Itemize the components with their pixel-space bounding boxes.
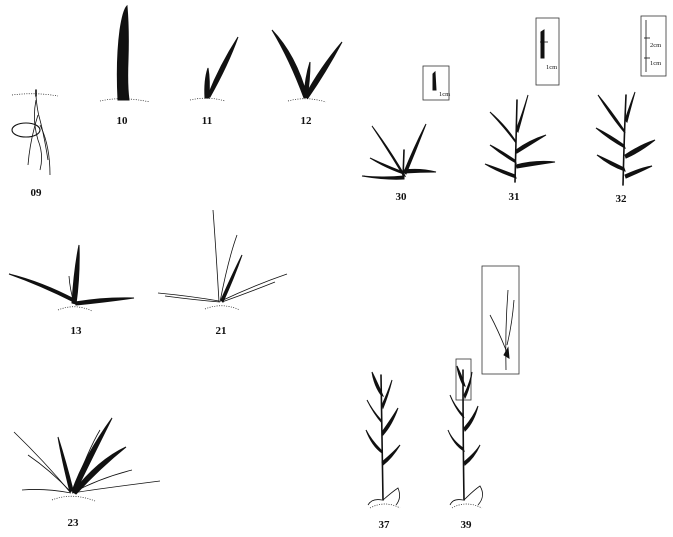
stage-label-09: 09 <box>31 187 43 199</box>
stage-label-32: 32 <box>616 193 628 205</box>
inset-scale-31: 1cm <box>546 64 557 71</box>
stage-label-30: 30 <box>396 191 408 203</box>
stage-label-11: 11 <box>202 115 212 127</box>
stage-label-39: 39 <box>461 519 473 531</box>
plant-stage-37 <box>365 371 401 509</box>
plant-stage-13 <box>8 244 135 312</box>
inset-box-32 <box>640 15 667 77</box>
inset-box-31 <box>535 17 560 86</box>
inset-scale-32b: 1cm <box>650 60 661 67</box>
inset-box-30 <box>422 65 450 101</box>
plant-stage-10 <box>99 4 151 103</box>
stage-label-23: 23 <box>68 517 80 529</box>
plant-stage-09 <box>11 89 59 176</box>
inset-scale-32a: 2cm <box>650 42 661 49</box>
stage-label-10: 10 <box>117 115 129 127</box>
stage-label-37: 37 <box>379 519 391 531</box>
plant-stage-31: 1cm <box>484 17 560 183</box>
plant-stage-11 <box>189 36 239 102</box>
plant-stage-12 <box>271 29 343 103</box>
stage-label-31: 31 <box>509 191 520 203</box>
plant-stage-21 <box>157 209 288 311</box>
plant-stage-39 <box>447 265 520 509</box>
plant-stage-23 <box>13 417 161 502</box>
plant-stage-32: 2cm 1cm <box>595 15 667 186</box>
stage-label-12: 12 <box>301 115 313 127</box>
inset-scale-30: 1cm <box>439 91 450 98</box>
inset-box-39b <box>481 265 520 375</box>
plant-stage-30: 1cm <box>361 65 450 180</box>
stage-label-21: 21 <box>216 325 227 337</box>
stage-label-13: 13 <box>71 325 83 337</box>
